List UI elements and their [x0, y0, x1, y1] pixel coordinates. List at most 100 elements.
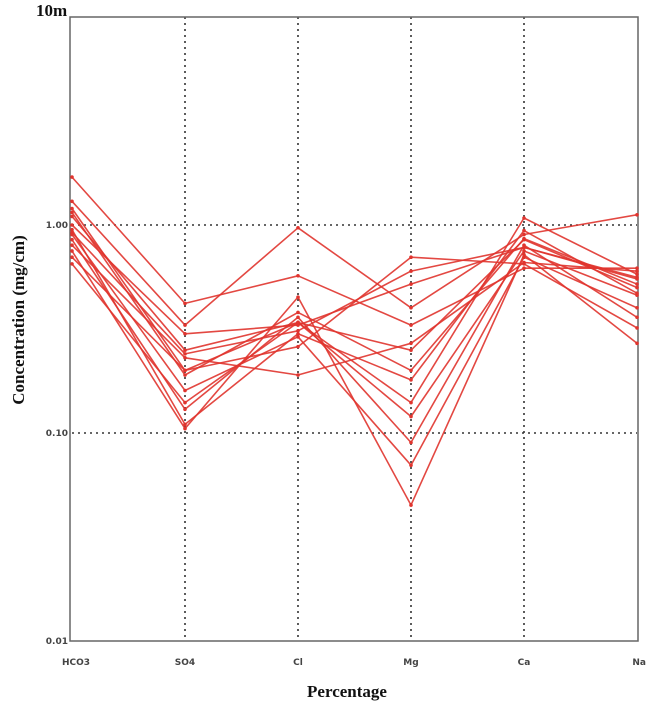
series-line-10 [71, 250, 638, 506]
data-point [409, 305, 413, 310]
x-tick-labels: HCO3 SO4 Cl Mg Ca Na [62, 658, 646, 668]
data-point [296, 320, 300, 325]
data-point [183, 407, 187, 412]
data-point [522, 216, 526, 220]
data-point [70, 210, 74, 215]
data-point [70, 249, 74, 253]
data-point [296, 344, 300, 349]
data-point [183, 348, 187, 353]
x-tick-label: Mg [403, 658, 418, 668]
x-tick-label: Ca [518, 658, 531, 668]
data-point [635, 266, 639, 270]
data-point [522, 262, 526, 266]
x-tick-label: Cl [293, 658, 303, 668]
data-point [522, 245, 526, 250]
data-point [70, 175, 74, 179]
data-point [635, 326, 639, 330]
data-point [522, 266, 526, 270]
data-point [296, 331, 300, 336]
data-point [635, 269, 639, 273]
data-point [183, 352, 187, 356]
x-tick-label: HCO3 [62, 658, 90, 668]
series-line-11 [71, 256, 638, 372]
y-tick-label: 1.00 [46, 221, 68, 231]
data-point [409, 400, 413, 405]
data-point [183, 368, 187, 373]
data-point [522, 252, 526, 257]
data-point [409, 463, 413, 468]
data-point [183, 400, 187, 405]
data-point [70, 223, 74, 227]
data-point [183, 323, 187, 327]
data-point [296, 295, 300, 299]
series-line-6 [71, 229, 638, 426]
series-line-2 [71, 200, 638, 326]
y-tick-label: 0.01 [46, 637, 68, 647]
data-point [409, 348, 413, 353]
x-axis-title: Percentage [307, 682, 387, 701]
data-point [296, 310, 300, 315]
data-point [183, 422, 187, 427]
data-point [296, 225, 300, 230]
data-point [635, 293, 639, 297]
data-point [409, 341, 413, 346]
top-axis-label: 10m [36, 1, 67, 20]
series-line-7 [71, 234, 638, 467]
data-point [409, 378, 413, 382]
series-line-4 [71, 215, 638, 352]
data-point [522, 236, 526, 241]
data-point [183, 355, 187, 360]
data-point [70, 230, 74, 235]
data-point [70, 237, 74, 242]
data-point [296, 373, 300, 377]
data-point [70, 243, 74, 247]
y-axis-title: Concentration (mg/cm) [9, 235, 28, 405]
series-line-8 [71, 239, 638, 444]
y-tick-label: 0.10 [46, 429, 68, 439]
data-point [635, 305, 639, 310]
data-point [409, 503, 413, 507]
series-lines [70, 175, 639, 507]
data-point [409, 368, 413, 373]
data-point [409, 269, 413, 273]
data-point [70, 199, 74, 204]
data-point [635, 315, 639, 320]
data-point [409, 282, 413, 286]
data-point [409, 255, 413, 260]
series-line-9 [71, 244, 638, 376]
data-point [183, 301, 187, 306]
y-tick-labels: 1.00 0.10 0.01 [46, 221, 68, 647]
data-point [70, 206, 74, 211]
data-point [296, 328, 300, 333]
data-point [70, 227, 74, 232]
series-line-13 [71, 211, 638, 376]
data-point [409, 440, 413, 445]
data-point [183, 426, 187, 431]
data-point [296, 335, 300, 339]
series-line-14 [71, 231, 638, 355]
data-point [70, 214, 74, 219]
x-tick-label: Na [632, 658, 646, 668]
data-point [635, 282, 639, 286]
x-tick-label: SO4 [175, 658, 195, 668]
data-point [635, 275, 639, 280]
data-point [409, 323, 413, 327]
data-point [296, 273, 300, 278]
series-line-3 [71, 208, 638, 404]
data-point [183, 373, 187, 377]
data-point [183, 331, 187, 336]
data-point [183, 388, 187, 393]
data-point [635, 285, 639, 290]
data-point [522, 249, 526, 253]
data-point [296, 315, 300, 320]
data-point [635, 272, 639, 277]
series-line-12 [71, 250, 638, 418]
data-point [70, 262, 74, 266]
data-point [635, 341, 639, 346]
data-point [635, 212, 639, 217]
data-point [70, 255, 74, 260]
data-point [522, 232, 526, 237]
data-point [522, 228, 526, 233]
data-point [409, 414, 413, 419]
